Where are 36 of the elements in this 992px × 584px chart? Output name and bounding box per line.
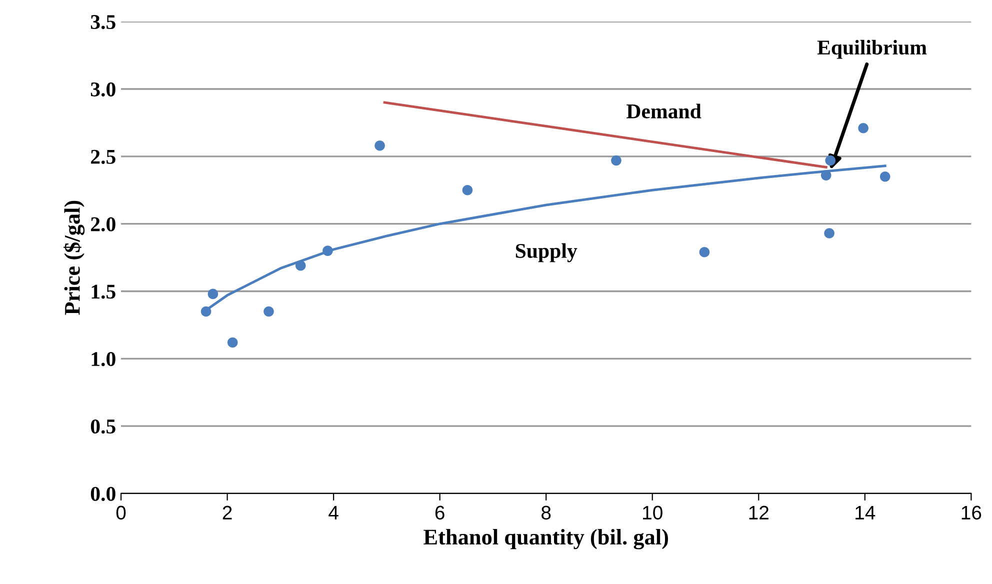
- y-tick-label: 1.5: [92, 284, 116, 299]
- y-tick-label: 2.5: [90, 150, 116, 164]
- point: [824, 228, 834, 238]
- x-tick-label: 6: [435, 506, 444, 520]
- point: [208, 288, 218, 300]
- point: [322, 246, 333, 256]
- x-tick-label: 2: [222, 506, 232, 520]
- point: [858, 122, 868, 134]
- x-tick-label: 12: [749, 506, 768, 520]
- y-axis-title: Price ($/gal): [64, 200, 85, 315]
- point: [820, 170, 832, 180]
- x-tick-label: 14: [856, 506, 876, 520]
- series-label: Supply: [516, 243, 578, 262]
- point: [462, 184, 473, 196]
- x-tick-label: 16: [962, 506, 982, 520]
- x-tick-label: 4: [328, 506, 338, 520]
- point: [880, 172, 890, 182]
- point: [611, 155, 622, 166]
- y-tick-label: 0.5: [90, 419, 116, 434]
- annotation: Equilibrium: [817, 40, 927, 59]
- y-tick-label: 0.0: [90, 486, 116, 502]
- point: [200, 306, 212, 317]
- x-tick-label: 10: [643, 506, 662, 520]
- point: [264, 306, 274, 317]
- point: [699, 247, 710, 258]
- x-axis-title: Ethanol quantity (bil. gal): [424, 528, 668, 550]
- y-tick-label: 2.0: [90, 217, 116, 232]
- y-tick-label: 3.5: [90, 15, 116, 30]
- x-tick-label: 8: [542, 506, 551, 520]
- y-tick-label: 1.0: [92, 352, 116, 366]
- y-tick-label: 3.0: [90, 82, 116, 97]
- series-label: Demand: [626, 104, 702, 118]
- point: [374, 140, 385, 151]
- x-tick-label: 0: [116, 506, 126, 520]
- point: [227, 337, 238, 348]
- point: [295, 260, 306, 271]
